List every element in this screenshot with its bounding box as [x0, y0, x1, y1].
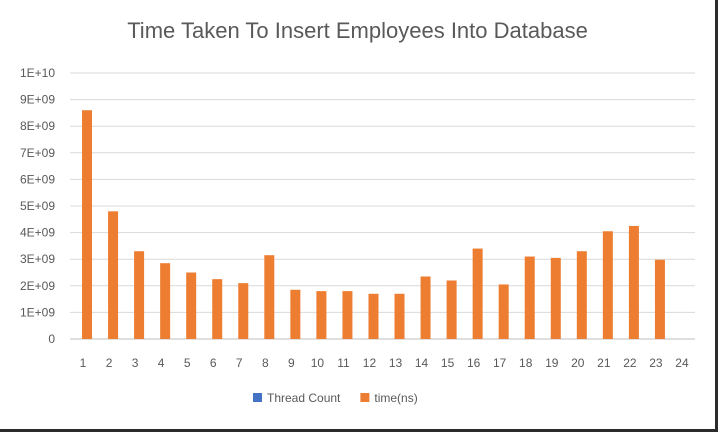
y-tick-label: 0 — [48, 332, 55, 346]
x-tick-label: 15 — [441, 356, 455, 370]
x-tick-label: 8 — [262, 356, 269, 370]
bar-time-ns — [524, 256, 535, 339]
y-tick-label: 8E+09 — [20, 119, 55, 133]
bar-time-ns — [654, 259, 665, 339]
legend: Thread Count time(ns) — [253, 391, 418, 405]
bar-time-ns — [368, 293, 379, 339]
gridlines — [70, 72, 695, 340]
bar-time-ns — [108, 211, 119, 339]
bar-time-ns — [550, 257, 561, 339]
legend-label: time(ns) — [374, 391, 417, 405]
x-tick-label: 1 — [80, 356, 87, 370]
bar-time-ns — [446, 280, 457, 339]
x-tick-label: 6 — [210, 356, 217, 370]
legend-item: time(ns) — [360, 391, 418, 405]
bar-time-ns — [212, 279, 223, 339]
y-tick-label: 1E+10 — [20, 66, 55, 80]
chart-title: Time Taken To Insert Employees Into Data… — [127, 18, 588, 43]
bar-time-ns — [134, 251, 145, 339]
x-tick-label: 4 — [158, 356, 165, 370]
x-tick-label: 14 — [415, 356, 429, 370]
x-tick-label: 5 — [184, 356, 191, 370]
x-tick-label: 12 — [363, 356, 377, 370]
bar-time-ns — [238, 283, 249, 339]
bar-time-ns — [264, 255, 275, 339]
x-tick-label: 24 — [675, 356, 689, 370]
y-tick-label: 2E+09 — [20, 279, 55, 293]
x-tick-label: 13 — [389, 356, 403, 370]
bars — [82, 110, 665, 340]
bar-time-ns — [420, 276, 431, 339]
x-tick-label: 17 — [493, 356, 507, 370]
y-tick-label: 9E+09 — [20, 93, 55, 107]
bar-time-ns — [394, 293, 405, 339]
x-tick-label: 3 — [132, 356, 139, 370]
y-tick-label: 4E+09 — [20, 226, 55, 240]
bar-time-ns — [342, 291, 353, 339]
x-tick-label: 22 — [623, 356, 637, 370]
x-tick-label: 19 — [545, 356, 559, 370]
y-tick-label: 5E+09 — [20, 199, 55, 213]
x-tick-label: 18 — [519, 356, 533, 370]
x-tick-label: 23 — [649, 356, 663, 370]
x-tick-label: 20 — [571, 356, 585, 370]
bar-time-ns — [628, 225, 639, 339]
legend-label: Thread Count — [267, 391, 341, 405]
x-tick-label: 21 — [597, 356, 611, 370]
x-tick-label: 10 — [311, 356, 325, 370]
y-tick-label: 1E+09 — [20, 305, 55, 319]
x-axis-ticks: 1 2 3 4 5 6 7 8 9 10 11 12 13 14 15 16 17 18 19 20 21 22 23 24 — [80, 356, 689, 370]
x-tick-label: 2 — [106, 356, 113, 370]
bar-time-ns — [290, 289, 301, 339]
x-tick-label: 11 — [337, 356, 350, 370]
bar-time-ns — [472, 248, 483, 339]
bar-time-ns — [186, 272, 197, 339]
y-tick-label: 3E+09 — [20, 252, 55, 266]
x-tick-label: 16 — [467, 356, 481, 370]
legend-swatch — [360, 393, 370, 402]
bar-time-ns — [160, 263, 171, 339]
bar-time-ns — [498, 284, 509, 339]
bar-time-ns — [316, 291, 327, 339]
chart-svg: 0 1E+09 2E+09 3E+09 4E+09 5E+09 6E+09 7E+09 8E+0… — [20, 66, 695, 405]
bar-time-ns — [82, 110, 93, 340]
y-tick-label: 7E+09 — [20, 146, 55, 160]
bar-time-ns — [602, 231, 613, 339]
y-tick-label: 6E+09 — [20, 172, 55, 186]
legend-swatch — [253, 393, 262, 402]
x-tick-label: 7 — [236, 356, 243, 370]
x-tick-label: 9 — [288, 356, 295, 370]
bar-time-ns — [576, 251, 587, 339]
y-axis-ticks: 0 1E+09 2E+09 3E+09 4E+09 5E+09 6E+09 7E+09 8E+0… — [20, 66, 55, 346]
legend-item: Thread Count — [253, 391, 341, 405]
